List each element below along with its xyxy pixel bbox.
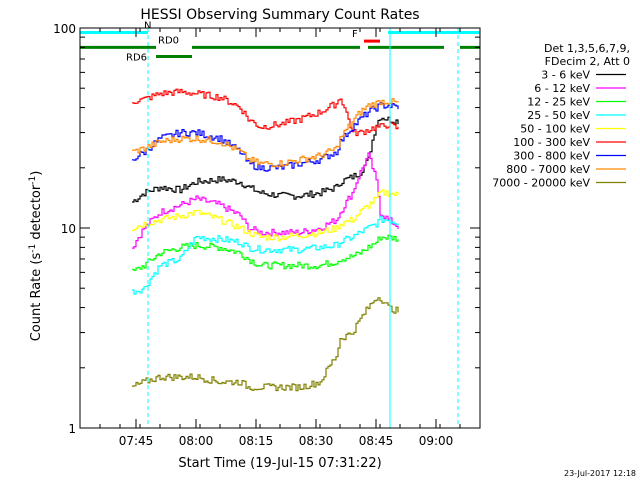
flag-bar-label: F xyxy=(352,29,358,40)
y-tick-label: 10 xyxy=(61,222,76,236)
legend-header-1: Det 1,3,5,6,7,9, xyxy=(544,42,630,55)
x-tick-label: 09:00 xyxy=(419,434,454,448)
flag-bar-label: N xyxy=(144,20,151,31)
series-line-8 xyxy=(132,297,399,392)
y-axis-label-sup1: -1 xyxy=(28,244,38,253)
x-tick-label: 08:15 xyxy=(239,434,274,448)
flag-bar-label: RD0 xyxy=(158,35,179,46)
legend-entry-label: 800 - 7000 keV xyxy=(506,163,590,176)
legend-entry-label: 25 - 50 keV xyxy=(527,109,590,122)
series-line-7 xyxy=(132,98,399,168)
y-axis-label-sup2: -1 xyxy=(28,176,38,185)
series-line-0 xyxy=(132,116,399,203)
y-tick-label: 1 xyxy=(68,422,76,436)
footer-date: 23-Jul-2017 12:18 xyxy=(564,469,636,478)
y-axis-label-main: Count Rate (s xyxy=(29,253,44,342)
legend-entry-label: 6 - 12 keV xyxy=(534,82,590,95)
x-tick-label: 07:45 xyxy=(119,434,154,448)
axes-layer: 07:45 08:00 08:15 08:30 08:45 09:00 1 10 100 xyxy=(53,22,481,448)
series-line-4 xyxy=(132,189,399,242)
legend: Det 1,3,5,6,7,9,FDecim 2, Att 03 - 6 keV… xyxy=(492,42,630,190)
x-tick-label: 08:45 xyxy=(359,434,394,448)
flag-bar-label: RD6 xyxy=(126,53,147,64)
legend-entry-label: 50 - 100 keV xyxy=(520,123,590,136)
legend-entry-label: 7000 - 20000 keV xyxy=(492,177,590,190)
y-tick-label: 100 xyxy=(53,22,76,36)
x-tick-label: 08:00 xyxy=(179,434,214,448)
x-axis-label: Start Time (19-Jul-15 07:31:22) xyxy=(178,456,381,471)
series-line-6 xyxy=(132,102,399,172)
legend-entry-label: 100 - 300 keV xyxy=(513,136,590,149)
y-axis-label-group: Count Rate (s-1 detector-1) xyxy=(28,171,44,342)
series-line-3 xyxy=(132,215,399,295)
series-layer xyxy=(132,88,399,392)
y-axis-label-end: ) xyxy=(29,171,44,176)
series-line-1 xyxy=(132,152,399,249)
chart-title: HESSI Observing Summary Count Rates xyxy=(140,7,419,23)
plot-area xyxy=(80,28,480,428)
x-tick-label: 08:30 xyxy=(299,434,334,448)
legend-entry-label: 3 - 6 keV xyxy=(541,69,590,82)
legend-header-2: FDecim 2, Att 0 xyxy=(545,55,630,68)
series-line-2 xyxy=(132,234,399,271)
legend-entry-label: 12 - 25 keV xyxy=(527,96,590,109)
flag-bars-layer: N F RD0 RD6 xyxy=(80,20,480,64)
legend-entry-label: 300 - 800 keV xyxy=(513,150,590,163)
y-axis-label-mid: detector xyxy=(29,184,44,244)
vlines-layer xyxy=(147,28,459,428)
y-axis-label: Count Rate (s-1 detector-1) xyxy=(28,171,44,342)
